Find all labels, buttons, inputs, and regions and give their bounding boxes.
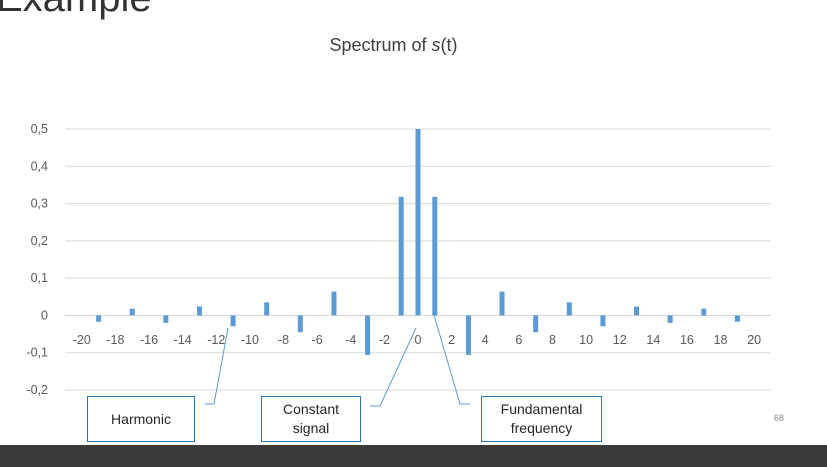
y-tick-label: -0,1 [26, 346, 48, 360]
fundamental-callout-line1: Fundamental [500, 401, 583, 417]
x-tick-label: -8 [278, 333, 289, 347]
spectrum-bar [734, 315, 740, 322]
y-tick-label: 0,5 [31, 122, 48, 136]
x-tick-label: -2 [379, 333, 390, 347]
spectrum-bar [331, 291, 337, 316]
constant-callout-line2: signal [292, 420, 330, 436]
x-tick-label: 20 [747, 333, 761, 347]
spectrum-bar [667, 315, 673, 323]
x-tick-label: -20 [73, 333, 91, 347]
spectrum-bar [600, 315, 606, 327]
slide-title: Example [0, 0, 152, 18]
spectrum-bar [465, 315, 471, 355]
x-tick-label: 12 [613, 333, 627, 347]
spectrum-bar [533, 315, 539, 333]
spectrum-bar [129, 308, 135, 316]
spectrum-bar [230, 315, 236, 327]
x-tick-label: 14 [646, 333, 660, 347]
constant-signal-callout: Constant signal [261, 396, 361, 442]
harmonic-callout: Harmonic [87, 396, 195, 442]
y-tick-label: 0,4 [31, 159, 48, 173]
spectrum-bar [196, 306, 202, 316]
chart-title-suffix: (t) [440, 35, 458, 55]
chart-title-prefix: Spectrum of [329, 35, 432, 55]
spectrum-bar [432, 196, 438, 316]
x-tick-label: 10 [579, 333, 593, 347]
page-number: 68 [774, 413, 785, 423]
x-tick-label: -16 [140, 333, 158, 347]
chart-title-variable: s [431, 35, 441, 55]
spectrum-bar [163, 315, 169, 323]
x-tick-label: -18 [106, 333, 124, 347]
spectrum-bar [365, 315, 371, 355]
y-tick-label: 0 [41, 308, 48, 322]
spectrum-bar [398, 196, 404, 316]
x-tick-label: -14 [174, 333, 192, 347]
x-tick-label: 18 [714, 333, 728, 347]
x-tick-label: 8 [549, 333, 556, 347]
spectrum-bar [701, 308, 707, 316]
spectrum-bar [96, 315, 102, 322]
harmonic-callout-text: Harmonic [111, 410, 171, 427]
x-tick-label: 16 [680, 333, 694, 347]
spectrum-bar [415, 129, 421, 316]
y-tick-label: -0,2 [26, 383, 48, 397]
fundamental-leader-line [433, 314, 470, 405]
y-tick-label: 0,1 [31, 271, 48, 285]
spectrum-bar [297, 315, 303, 333]
fundamental-frequency-callout: Fundamental frequency [481, 396, 602, 442]
spectrum-bar [499, 291, 505, 316]
bars [96, 129, 740, 355]
x-tick-label: 2 [448, 333, 455, 347]
fundamental-callout-line2: frequency [510, 420, 573, 436]
chart-title: Spectrum of s(t) [0, 35, 787, 56]
y-axis-ticks: 0,5 0,4 0,3 0,2 0,1 0 -0,1 -0,2 [26, 122, 48, 397]
x-tick-label: 0 [415, 333, 422, 347]
y-tick-label: 0,2 [31, 234, 48, 248]
constant-callout-line1: Constant [282, 401, 340, 417]
spectrum-bar [634, 306, 640, 316]
spectrum-bar [566, 302, 572, 316]
x-tick-label: -6 [312, 333, 323, 347]
x-tick-label: -10 [241, 333, 259, 347]
callout-leader-lines [205, 314, 470, 407]
x-tick-label: -4 [345, 333, 356, 347]
x-tick-label: 6 [515, 333, 522, 347]
constant-leader-line [370, 327, 417, 407]
x-tick-label: 4 [482, 333, 489, 347]
footer-bar [0, 445, 827, 467]
spectrum-bar [264, 302, 270, 316]
y-tick-label: 0,3 [31, 197, 48, 211]
harmonic-leader-line [205, 327, 229, 405]
x-axis-ticks: -20 -18 -16 -14 -12 -10 -8 -6 -4 -2 0 2 4 6 8 10 12 14 16 1… [73, 333, 761, 347]
x-tick-label: -12 [207, 333, 225, 347]
